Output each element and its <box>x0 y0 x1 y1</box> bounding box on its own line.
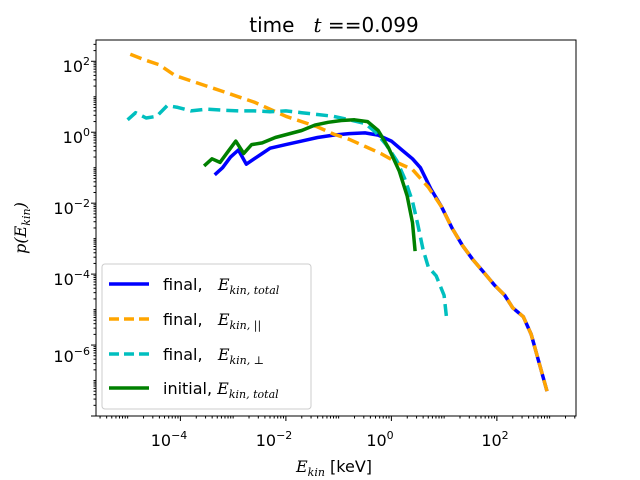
legend: final, Ekin, total final, Ekin, || final… <box>101 263 312 410</box>
legend-label: final, Ekin, total <box>163 275 280 297</box>
y-axis-label: p(Ekin) <box>11 202 33 254</box>
legend-label: initial, Ekin, total <box>163 379 279 401</box>
chart-title-value: 0.099 <box>361 13 418 37</box>
tick-layer <box>91 43 576 421</box>
series-layer <box>126 52 549 392</box>
x-tick-label: 10−4 <box>151 429 188 450</box>
series-line-3 <box>202 118 417 252</box>
x-tick-labels: 10−4 10−2 100 102 <box>151 429 509 450</box>
x-tick-label: 102 <box>481 429 508 450</box>
x-tick-label: 10−2 <box>256 429 293 450</box>
x-axis-label: Ekin [keV] <box>295 457 372 479</box>
chart-title-prefix: time <box>249 13 294 37</box>
legend-label: final, Ekin, ⊥ <box>163 345 264 367</box>
x-tick-label: 100 <box>366 429 393 450</box>
series-line-1 <box>129 52 549 392</box>
y-tick-label: 102 <box>63 55 90 76</box>
y-tick-label: 10−2 <box>53 197 90 218</box>
y-tick-label: 10−4 <box>53 268 90 289</box>
y-tick-label: 10−6 <box>53 345 90 366</box>
chart-title-eq: == <box>322 13 362 37</box>
chart-title-var: t <box>314 13 323 37</box>
y-tick-labels: 102 100 10−2 10−4 10−6 <box>53 55 90 366</box>
y-tick-label: 100 <box>63 126 90 147</box>
series-line-2 <box>126 103 449 321</box>
legend-label: final, Ekin, || <box>163 310 261 333</box>
legend-box <box>101 263 312 410</box>
chart-title: time t ==0.099 <box>249 13 418 37</box>
